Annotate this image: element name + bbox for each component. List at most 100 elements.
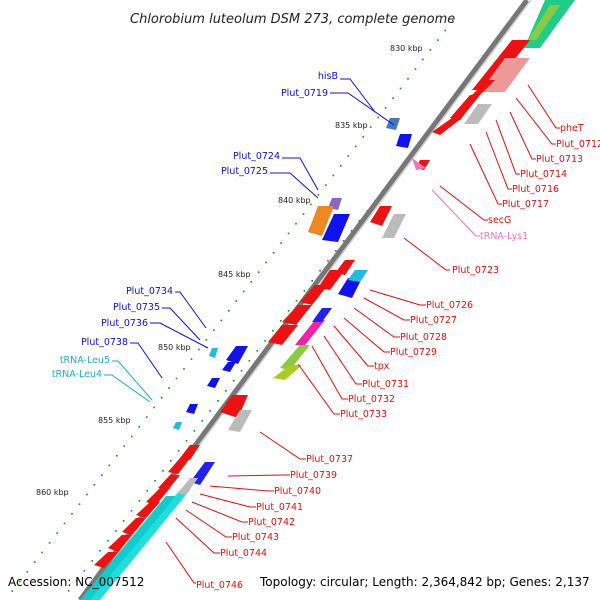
gene-label[interactable]: Plut_0725 xyxy=(221,166,268,177)
gene-label[interactable]: Plut_0735 xyxy=(113,302,160,313)
gene-block[interactable] xyxy=(268,325,298,345)
gene-block[interactable] xyxy=(173,422,182,430)
track-dot xyxy=(154,480,156,482)
track-dot xyxy=(354,145,357,148)
left-leader-lines xyxy=(104,78,395,403)
gene-label[interactable]: Plut_0712 xyxy=(556,139,600,150)
gene-block[interactable] xyxy=(146,488,170,505)
gene-block[interactable] xyxy=(108,535,132,552)
right-gene-labels: pheT Plut_0712 Plut_0713 Plut_0714 Plut_0716… xyxy=(196,123,600,591)
track-dot xyxy=(340,165,342,167)
gene-label[interactable]: Plut_0719 xyxy=(281,88,328,99)
gene-block[interactable] xyxy=(220,395,248,418)
gene-label[interactable]: Plut_0733 xyxy=(340,409,387,420)
right-leader-lines xyxy=(165,84,560,584)
gene-block[interactable] xyxy=(480,58,530,92)
gene-block[interactable] xyxy=(180,445,200,460)
leader-line xyxy=(353,307,400,338)
gene-label[interactable]: Plut_0744 xyxy=(220,548,267,559)
gene-block[interactable] xyxy=(338,278,362,298)
track-dot xyxy=(198,348,200,351)
gene-label[interactable]: Plut_0746 xyxy=(196,580,243,591)
gene-block[interactable] xyxy=(295,320,325,345)
gene-label[interactable]: Plut_0738 xyxy=(81,337,128,348)
gene-label[interactable]: tpx xyxy=(374,361,390,372)
gene-label[interactable]: Plut_0740 xyxy=(274,486,321,497)
track-dot xyxy=(175,377,178,380)
gene-label[interactable]: Plut_0727 xyxy=(410,315,457,326)
gene-block[interactable] xyxy=(450,95,480,120)
gene-label[interactable]: Plut_0714 xyxy=(520,169,567,180)
gene-label[interactable]: Plut_0742 xyxy=(248,517,295,528)
gene-block[interactable] xyxy=(396,134,412,148)
track-dot xyxy=(115,530,117,532)
gene-label[interactable]: Plut_0723 xyxy=(452,265,499,276)
gene-block[interactable] xyxy=(348,270,368,282)
gene-block[interactable] xyxy=(322,214,350,242)
gene-label[interactable]: Plut_0716 xyxy=(512,184,559,195)
gene-block[interactable] xyxy=(207,378,220,388)
track-dot xyxy=(452,20,454,22)
gene-label[interactable]: hisB xyxy=(318,71,338,82)
leader-line xyxy=(311,345,348,400)
track-dot xyxy=(311,280,314,282)
gene-label[interactable]: Plut_0717 xyxy=(502,199,549,210)
gene-label[interactable]: secG xyxy=(488,215,511,226)
gene-label[interactable]: Plut_0731 xyxy=(362,379,409,390)
leader-line xyxy=(469,143,502,205)
track-dot xyxy=(116,455,118,457)
gene-block[interactable] xyxy=(300,285,328,305)
gene-block[interactable] xyxy=(432,118,462,135)
gene-block[interactable] xyxy=(178,478,198,495)
gene-label[interactable]: Plut_0739 xyxy=(290,470,337,481)
gene-label[interactable]: pheT xyxy=(560,123,584,134)
gene-block[interactable] xyxy=(228,410,252,432)
track-dot xyxy=(71,513,73,515)
gene-block[interactable] xyxy=(370,206,392,226)
gene-label[interactable]: Plut_0736 xyxy=(101,318,148,329)
gene-label[interactable]: tRNA-Leu4 xyxy=(52,369,102,380)
gene-label[interactable]: Plut_0732 xyxy=(348,394,395,405)
gene-block[interactable] xyxy=(382,214,406,238)
gene-block[interactable] xyxy=(158,475,180,490)
gene-block[interactable] xyxy=(209,348,218,358)
gene-label[interactable]: tRNA-Leu5 xyxy=(60,355,110,366)
track-dot xyxy=(63,522,66,525)
gene-label[interactable]: Plut_0724 xyxy=(233,151,280,162)
track-dot xyxy=(272,252,275,254)
gene-label[interactable]: Plut_0728 xyxy=(400,332,447,343)
gene-label[interactable]: Plut_0734 xyxy=(126,286,173,297)
gene-label[interactable]: Plut_0741 xyxy=(256,502,303,513)
gene-label[interactable]: Plut_0713 xyxy=(536,154,583,165)
gene-block[interactable] xyxy=(226,346,248,364)
gene-block[interactable] xyxy=(312,308,332,322)
tick-label: 835 kbp xyxy=(335,121,368,130)
track-dot xyxy=(48,542,51,544)
gene-label[interactable]: Plut_0743 xyxy=(232,532,279,543)
track-dot xyxy=(75,580,78,582)
gene-label[interactable]: Plut_0729 xyxy=(390,347,437,358)
track-dot xyxy=(130,435,133,438)
gene-block[interactable] xyxy=(168,458,190,474)
gene-label[interactable]: Plut_0737 xyxy=(306,454,353,465)
gene-block[interactable] xyxy=(464,104,492,124)
leader-line xyxy=(431,189,480,237)
gene-block[interactable] xyxy=(122,518,146,535)
gene-label[interactable]: tRNA-Lys1 xyxy=(480,231,528,242)
track-dot xyxy=(250,281,252,283)
gene-block[interactable] xyxy=(412,158,426,170)
track-dot xyxy=(265,261,267,264)
gene-block[interactable] xyxy=(94,552,118,568)
gene-block[interactable] xyxy=(273,365,302,380)
gene-block[interactable] xyxy=(136,502,160,518)
gene-block[interactable] xyxy=(222,362,236,372)
track-dot xyxy=(201,420,204,422)
tick-label: 845 kbp xyxy=(218,270,251,279)
gene-label[interactable]: Plut_0726 xyxy=(426,300,473,311)
leader-line xyxy=(191,501,248,523)
gene-block[interactable] xyxy=(280,345,310,370)
gene-block[interactable] xyxy=(186,404,198,414)
gene-block[interactable] xyxy=(308,206,334,236)
gene-block[interactable] xyxy=(282,305,312,325)
gene-block[interactable] xyxy=(472,80,495,95)
